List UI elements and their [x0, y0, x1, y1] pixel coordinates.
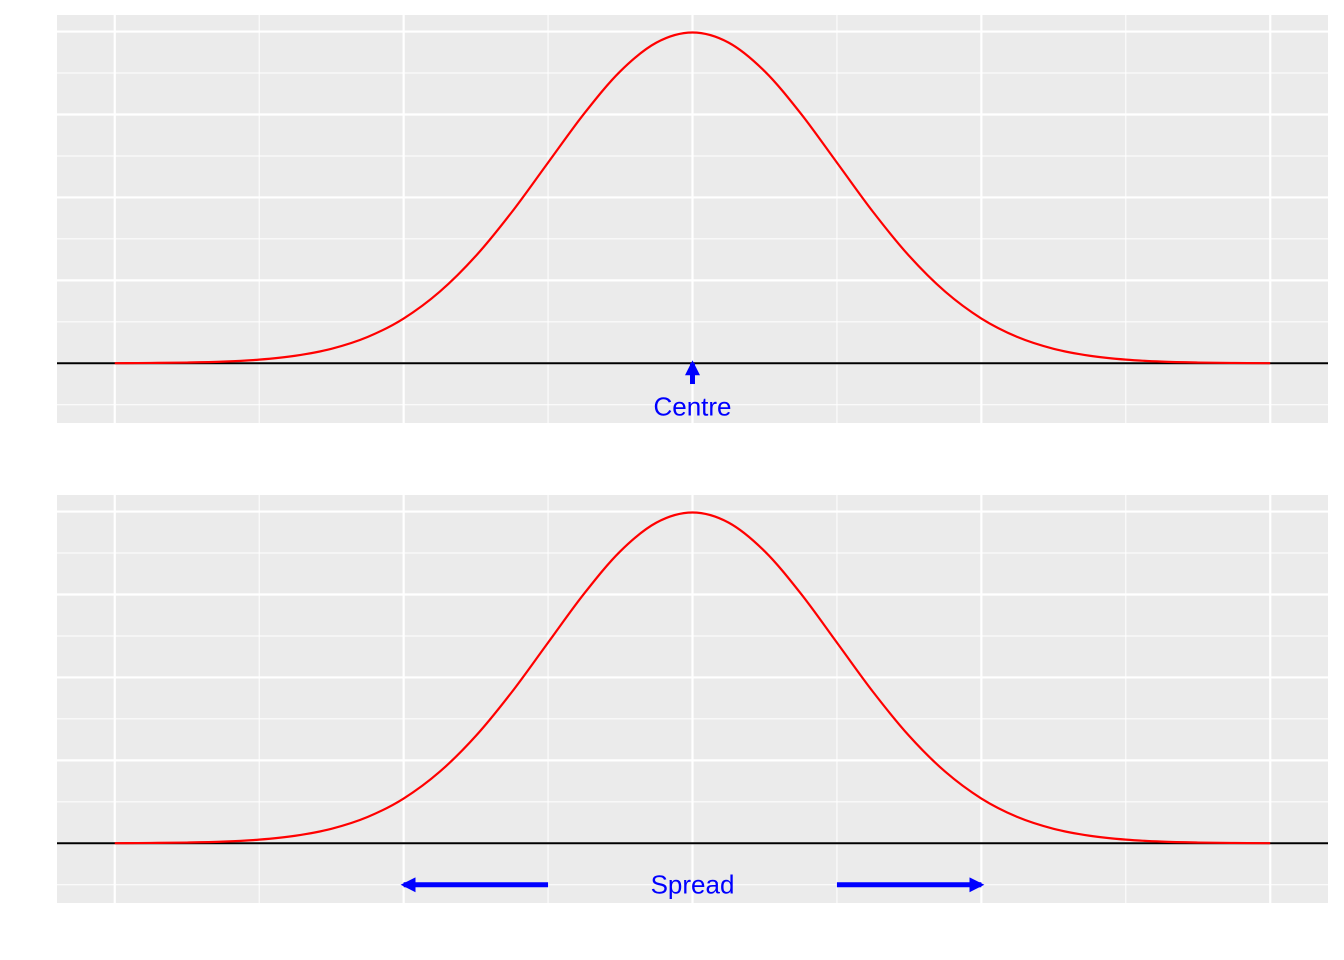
annotation: Centre: [653, 391, 731, 421]
density-curve: [114, 31, 1271, 365]
annotation: Spread: [651, 870, 735, 900]
density-curve: [114, 511, 1271, 845]
